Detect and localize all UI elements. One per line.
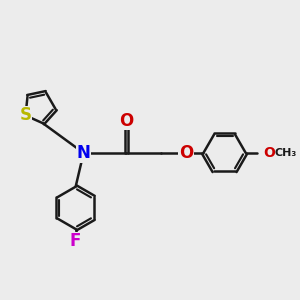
Text: CH₃: CH₃ bbox=[274, 148, 296, 158]
Text: F: F bbox=[70, 232, 81, 250]
Text: O: O bbox=[263, 146, 275, 160]
Text: O: O bbox=[179, 144, 194, 162]
Text: N: N bbox=[76, 144, 91, 162]
Text: S: S bbox=[20, 106, 32, 124]
Text: O: O bbox=[119, 112, 133, 130]
